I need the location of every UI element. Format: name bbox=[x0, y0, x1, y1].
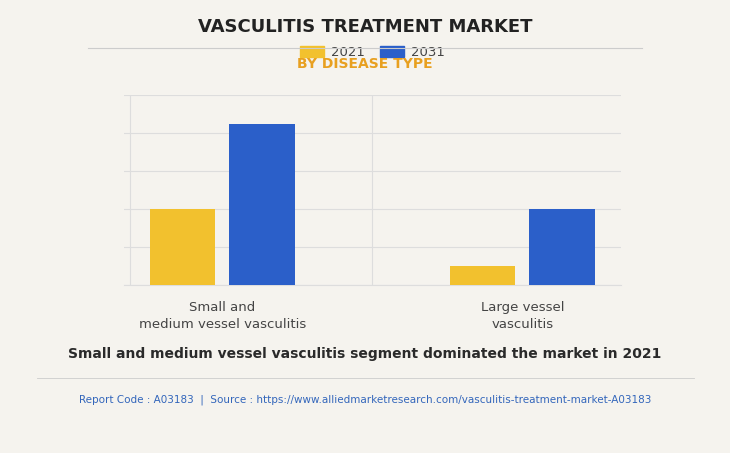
Text: Small and medium vessel vasculitis segment dominated the market in 2021: Small and medium vessel vasculitis segme… bbox=[69, 347, 661, 361]
Text: BY DISEASE TYPE: BY DISEASE TYPE bbox=[297, 57, 433, 71]
Bar bbox=[450, 266, 515, 285]
Bar bbox=[529, 209, 595, 285]
Text: VASCULITIS TREATMENT MARKET: VASCULITIS TREATMENT MARKET bbox=[198, 18, 532, 36]
Legend: 2021, 2031: 2021, 2031 bbox=[295, 41, 450, 64]
Bar bbox=[150, 209, 215, 285]
Text: Report Code : A03183  |  Source : https://www.alliedmarketresearch.com/vasculiti: Report Code : A03183 | Source : https://… bbox=[79, 394, 651, 405]
Bar bbox=[229, 124, 295, 285]
